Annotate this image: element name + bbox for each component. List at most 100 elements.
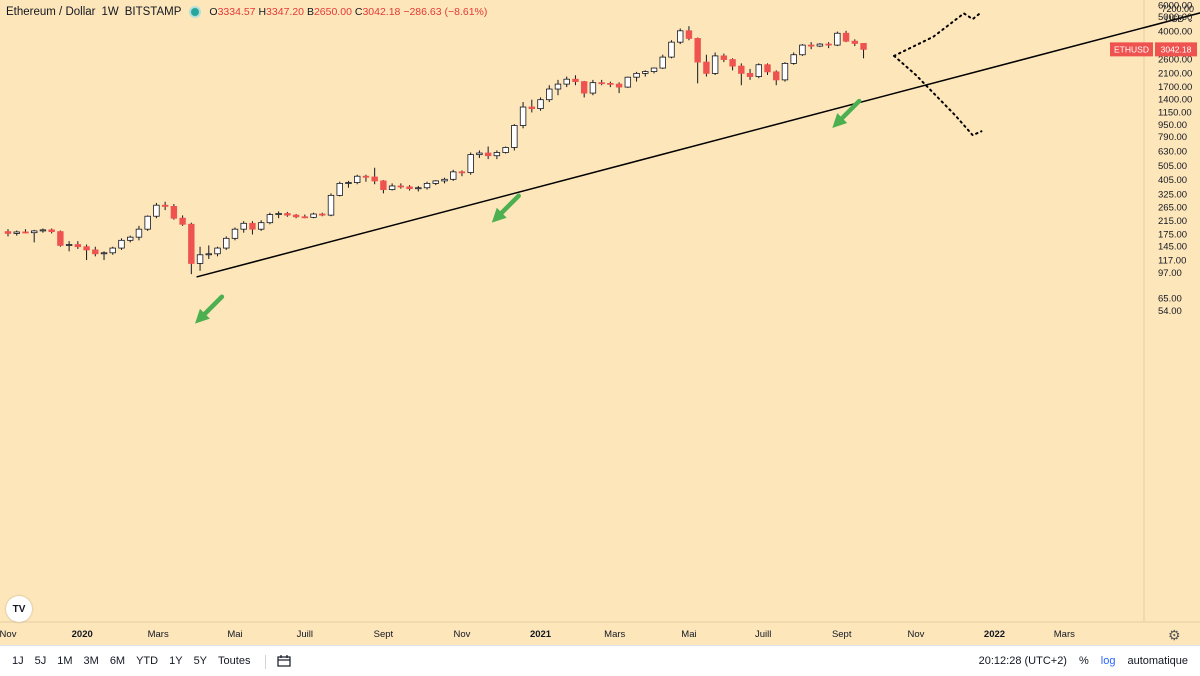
green-arrow-head [195,308,210,324]
range-buttons: 1J 5J 1M 3M 6M YTD 1Y 5Y Toutes [12,655,302,670]
time-tick-label: Nov [0,629,17,640]
clock-display[interactable]: 20:12:28 (UTC+2) [978,655,1067,667]
price-axis[interactable]: 6000.005000.004000.003200.002600.002100.… [1158,0,1192,316]
candle-up [642,71,649,74]
price-tag-ticker-box [1110,42,1153,57]
change-value: −286.63 (−8.61%) [403,6,488,18]
candle-down [170,205,178,219]
range-button-1j[interactable]: 1J [12,655,24,667]
candle-down [528,106,535,110]
candle-down [161,204,169,207]
close-label: C [354,6,363,18]
gear-icon[interactable]: ⚙ [1168,627,1181,643]
candle-up [554,83,562,90]
symbol-name[interactable]: Ethereum / Dollar [6,6,96,18]
candle-down [284,213,291,216]
low-value: 2650.00 [313,6,352,18]
candle-down [851,40,859,44]
price-tick-label: 265.00 [1158,203,1187,214]
candle-down [860,43,867,50]
candle-up [677,30,684,43]
currency-unit[interactable]: USD ⌄ [1164,14,1194,24]
support-trendline [196,12,1200,278]
candle-down [720,55,728,60]
time-tick-label: Nov [907,629,924,640]
price-axis-background [1144,0,1200,645]
candle-down [484,152,492,157]
candle-down [694,38,701,63]
range-button-3m[interactable]: 3M [83,655,99,667]
candle-up [266,214,274,224]
toolbar-divider [265,655,267,669]
price-tick-label: 1700.00 [1158,82,1192,93]
percent-toggle[interactable]: % [1078,655,1089,667]
range-button-5y[interactable]: 5Y [193,655,208,667]
range-button-1y[interactable]: 1Y [169,655,183,667]
price-tick-label: 5000.00 [1158,12,1192,23]
candle-down [179,217,186,225]
time-axis[interactable]: Nov 2020 Mars Mai Juill Sept Nov 2021 Mars Mai Jui… [0,629,1075,640]
interval-label[interactable]: 1W [101,6,119,18]
price-tick-label: 6000.00 [1158,0,1192,11]
candle-up [388,185,396,190]
candle-up [563,78,570,85]
candle-down [572,78,579,83]
candle-up [790,54,797,64]
plot-background [0,0,1144,645]
candle-down [57,231,64,246]
currency-selector[interactable]: 7200.00 USD ⌄ [1161,4,1194,24]
candlestick-chart[interactable]: 6000.005000.004000.003200.002600.002100.… [0,0,1200,645]
range-button-toutes[interactable]: Toutes [218,655,251,667]
range-button-ytd[interactable]: YTD [136,655,159,667]
range-button-1m[interactable]: 1M [57,655,73,667]
candle-up [205,253,212,256]
auto-scale-toggle[interactable]: automatique [1127,655,1188,667]
candle-up [711,55,719,74]
range-button-5j[interactable]: 5J [34,655,47,667]
low-label: B [306,6,314,18]
price-tick-label: 4000.00 [1158,27,1192,38]
chart-area[interactable]: 6000.005000.004000.003200.002600.002100.… [0,0,1200,645]
chart-legend: Ethereum / Dollar 1W BITSTAMP O3334.57 H… [6,6,487,18]
candle-up [127,236,134,241]
price-tick-label: 2100.00 [1158,68,1192,79]
tradingview-logo-icon[interactable]: TV [6,596,32,622]
price-tick-label: 2600.00 [1158,55,1192,66]
candle-up [135,228,143,238]
price-tick-label: 405.00 [1158,175,1187,186]
candle-down [738,65,745,74]
candle-down [615,83,623,88]
time-tick-label: Sept [374,629,394,640]
log-toggle[interactable]: log [1100,655,1116,667]
candle-up [336,182,343,196]
candle-up [214,247,221,255]
date-range-icon[interactable] [277,655,292,670]
candle-up [450,171,457,180]
time-tick-label: Mars [604,629,625,640]
time-tick-label: Mars [148,629,169,640]
time-tick-label: Sept [832,629,852,640]
candle-up [327,194,335,216]
candle-up [231,228,239,239]
candle-down [362,175,370,178]
candle-up [537,99,544,110]
range-button-6m[interactable]: 6M [109,655,126,667]
candle-up [65,244,73,246]
candle-up [502,147,509,153]
candle-up [493,152,501,157]
candle-down [746,72,754,77]
green-arrow-head [491,207,507,223]
bottom-toolbar: 1J 5J 1M 3M 6M YTD 1Y 5Y Toutes 20:12:28… [0,645,1200,676]
candle-down [598,82,605,85]
high-value: 3347.20 [266,6,305,18]
green-arrow-icon [491,193,521,223]
green-arrow-icon [195,294,225,324]
drawings-group [195,11,1200,324]
candle-down [92,249,99,255]
candle-up [310,213,317,218]
candle-down [74,244,82,248]
price-tag-value-box [1155,42,1197,57]
candle-down [842,32,850,42]
time-tick-label: Juill [755,629,771,640]
time-tick-label: Mars [1054,629,1075,640]
